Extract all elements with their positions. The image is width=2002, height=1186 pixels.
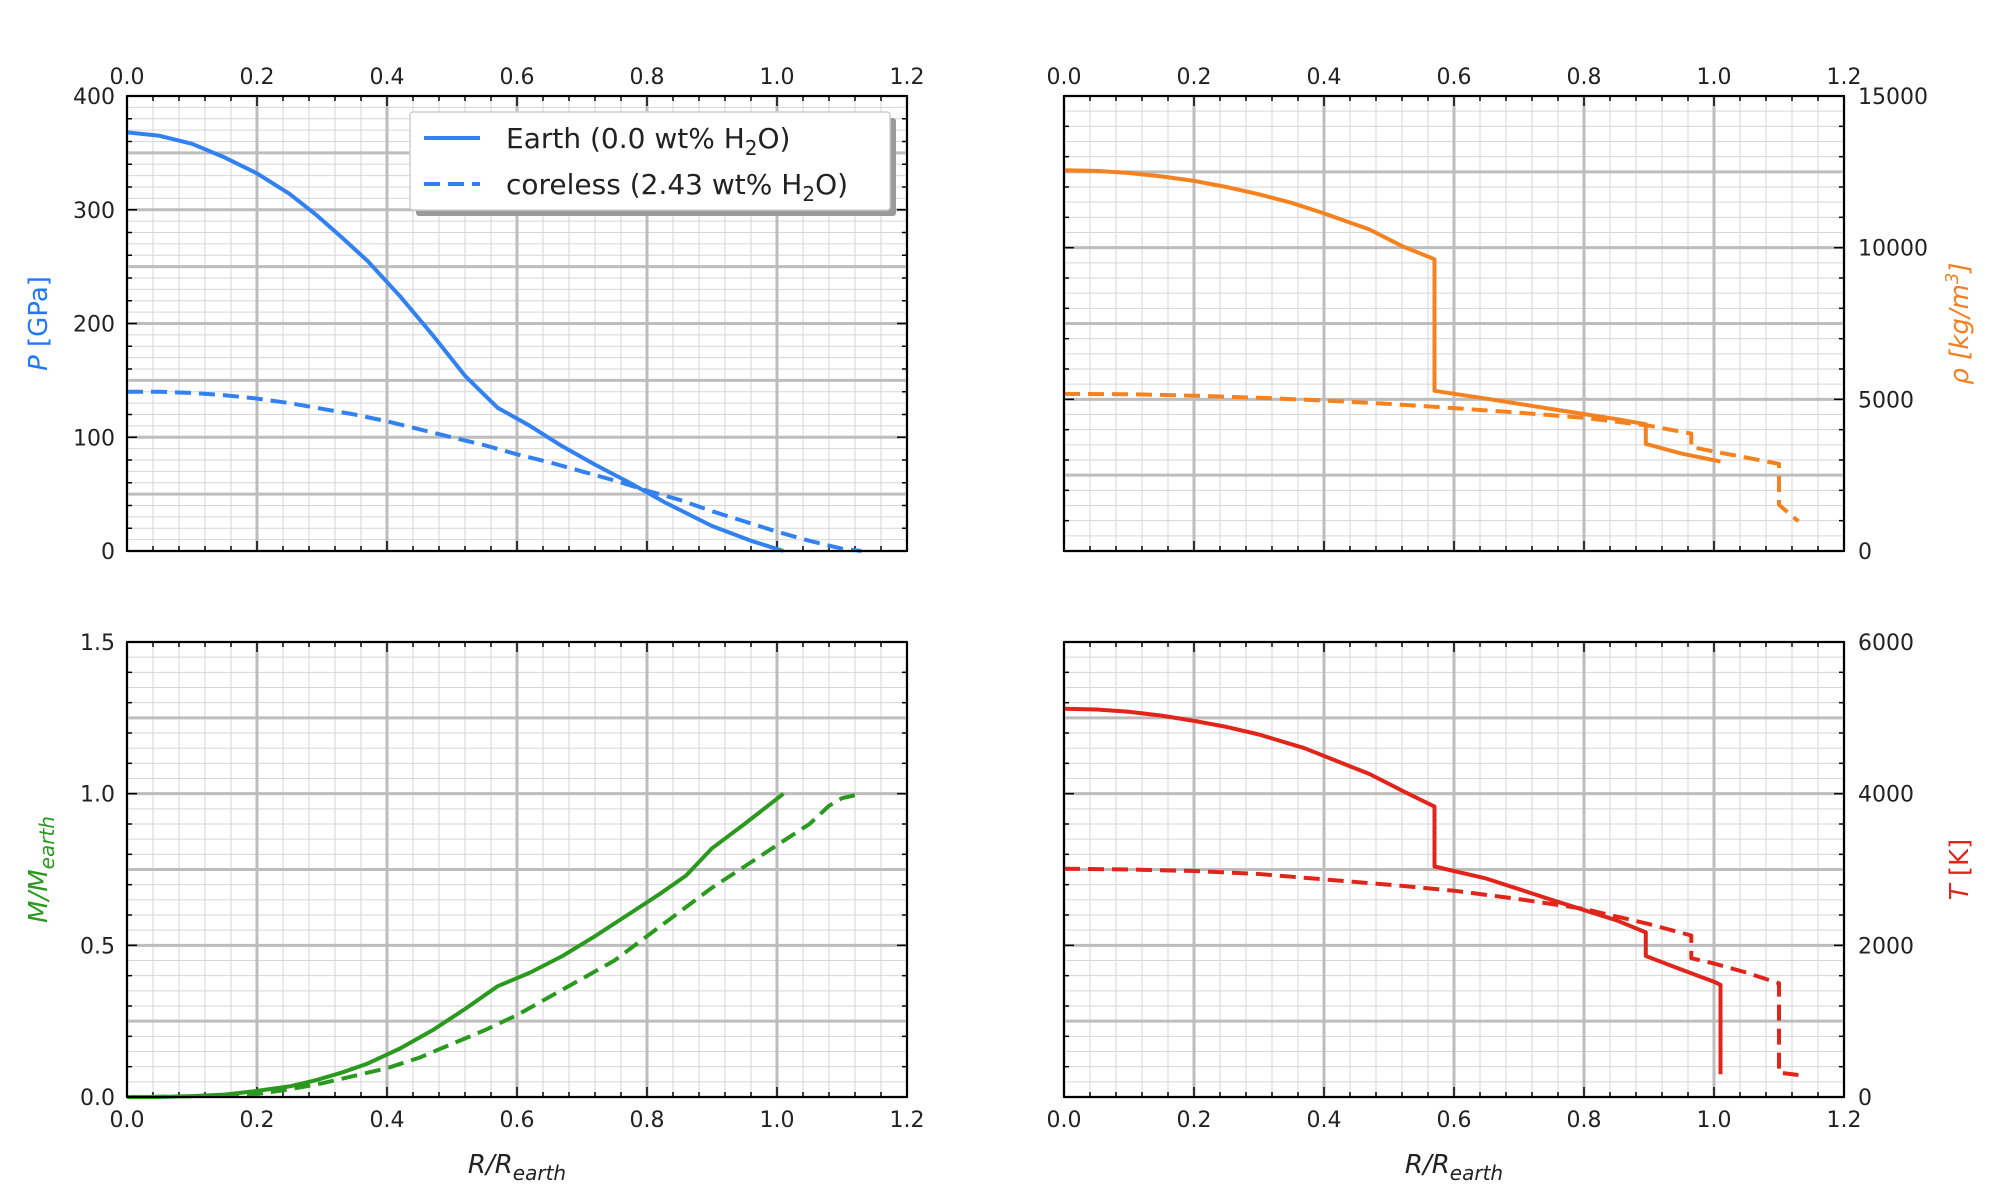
ytick-label: 0.5 [80, 934, 115, 959]
xtick-label: 0.6 [500, 1108, 535, 1133]
series-line-mass-earth [127, 792, 785, 1099]
ytick-label: 400 [73, 85, 115, 110]
ytick-label: 1.0 [80, 783, 115, 808]
xtick-label: 1.2 [1827, 1108, 1862, 1133]
panel-temperature: 0.0 0.2 0.4 0.6 0.8 1.0 1.20 2000 4000 6000 R/Rear… [1047, 631, 1976, 1185]
panel-pressure: 0.0 0.2 0.4 0.6 0.8 1.0 1.2 0 100 200 300 400 P [GPa… [24, 65, 925, 565]
y-axis-label-close: ] [1945, 262, 1975, 273]
legend-label-suffix: O) [758, 122, 791, 155]
y-axis-label-sub: earth [35, 816, 59, 869]
xtick-label: 1.0 [1697, 65, 1732, 90]
ytick-label: 0.0 [80, 1086, 115, 1111]
series-line-pressure-coreless [127, 389, 862, 553]
xtick-label: 1.2 [890, 65, 925, 90]
x-axis-label: R/Rearth [1405, 1150, 1503, 1185]
x-axis-label-sub: earth [513, 1161, 566, 1185]
series-line-pressure-earth [126, 130, 785, 553]
xtick-label: 0.8 [1567, 1108, 1602, 1133]
xtick-label: 0.4 [370, 65, 405, 90]
xtick-label: 0.0 [110, 65, 145, 90]
ytick-label: 6000 [1858, 631, 1914, 656]
xtick-label: 1.0 [1697, 1108, 1732, 1133]
xtick-label: 1.0 [760, 1108, 795, 1133]
y-axis-label: M/Mearth [24, 816, 59, 923]
legend-label-earth: Earth (0.0 wt% H2O) [506, 122, 790, 160]
ytick-label: 0 [1858, 1086, 1872, 1111]
x-axis-label: R/Rearth [468, 1150, 566, 1185]
x-axis-label-base: R/R [468, 1150, 513, 1180]
ytick-label: 0 [101, 540, 115, 565]
xtick-label: 1.0 [760, 65, 795, 90]
y-axis-label-sup: 3 [1942, 273, 1963, 284]
plot-frame [126, 641, 908, 1098]
ytick-label: 100 [73, 426, 115, 451]
xtick-label: 0.8 [1567, 65, 1602, 90]
ytick-label: 300 [73, 199, 115, 224]
ytick-label: 0 [1858, 540, 1872, 565]
legend-label-sub: 2 [745, 136, 758, 160]
series-line-temperature-earth [1063, 706, 1723, 1075]
y-axis-label: P [GPa] [24, 276, 54, 371]
xtick-label: 0.6 [1437, 65, 1472, 90]
ytick-label: 1.5 [80, 631, 115, 656]
panel-mass: 0.0 0.2 0.4 0.6 0.8 1.0 1.20.00.51.01.5R/Reart… [24, 631, 925, 1185]
y-axis-label-var: P [24, 355, 54, 371]
panel-density: 0.0 0.2 0.4 0.6 0.8 1.0 1.2 0 5000 10000 15000 ρ [k… [1047, 65, 1976, 565]
xtick-label: 0.8 [630, 65, 665, 90]
series-line-temperature-coreless [1063, 866, 1799, 1077]
legend-label-coreless: coreless (2.43 wt% H2O) [506, 168, 848, 206]
xtick-label: 0.0 [110, 1108, 145, 1133]
ytick-label: 5000 [1858, 388, 1914, 413]
legend-label-sub: 2 [802, 182, 815, 206]
xtick-label: 0.2 [1177, 65, 1212, 90]
plot-frame [1063, 95, 1845, 552]
y-axis-label-var: T [1945, 882, 1975, 900]
legend-label-prefix: coreless (2.43 wt% H [506, 168, 802, 201]
xtick-label: 1.2 [890, 1108, 925, 1133]
xtick-label: 0.0 [1047, 65, 1082, 90]
series-line-mass-coreless [126, 791, 862, 1099]
xtick-label: 0.4 [1307, 65, 1342, 90]
series-line-density-coreless [1063, 391, 1800, 523]
y-axis-label: ρ [kg/m3] [1942, 262, 1975, 384]
legend-label-prefix: Earth (0.0 wt% H [506, 122, 745, 155]
y-axis-label-base: M/M [24, 869, 54, 923]
y-axis-label-unit: [GPa] [24, 276, 54, 355]
ytick-label: 15000 [1858, 85, 1928, 110]
xtick-label: 0.4 [370, 1108, 405, 1133]
xtick-label: 0.2 [240, 1108, 275, 1133]
legend-label-suffix: O) [815, 168, 848, 201]
ytick-label: 4000 [1858, 783, 1914, 808]
xtick-label: 0.6 [500, 65, 535, 90]
y-axis-label-unit: [K] [1945, 839, 1975, 885]
plot-frame [126, 95, 908, 552]
legend-box [409, 111, 891, 211]
x-axis-label-base: R/R [1405, 1150, 1450, 1180]
ytick-label: 2000 [1858, 934, 1914, 959]
xtick-label: 0.8 [630, 1108, 665, 1133]
xtick-label: 0.4 [1307, 1108, 1342, 1133]
xtick-label: 0.0 [1047, 1108, 1082, 1133]
xtick-label: 1.2 [1827, 65, 1862, 90]
x-axis-label-sub: earth [1450, 1161, 1503, 1185]
ytick-label: 200 [73, 313, 115, 338]
xtick-label: 0.2 [1177, 1108, 1212, 1133]
xtick-label: 0.2 [240, 65, 275, 90]
y-axis-label: T [K] [1945, 839, 1975, 901]
ytick-label: 10000 [1858, 237, 1928, 262]
y-axis-label-base: ρ [kg/m [1945, 284, 1975, 385]
xtick-label: 0.6 [1437, 1108, 1472, 1133]
plot-frame [1063, 641, 1845, 1098]
